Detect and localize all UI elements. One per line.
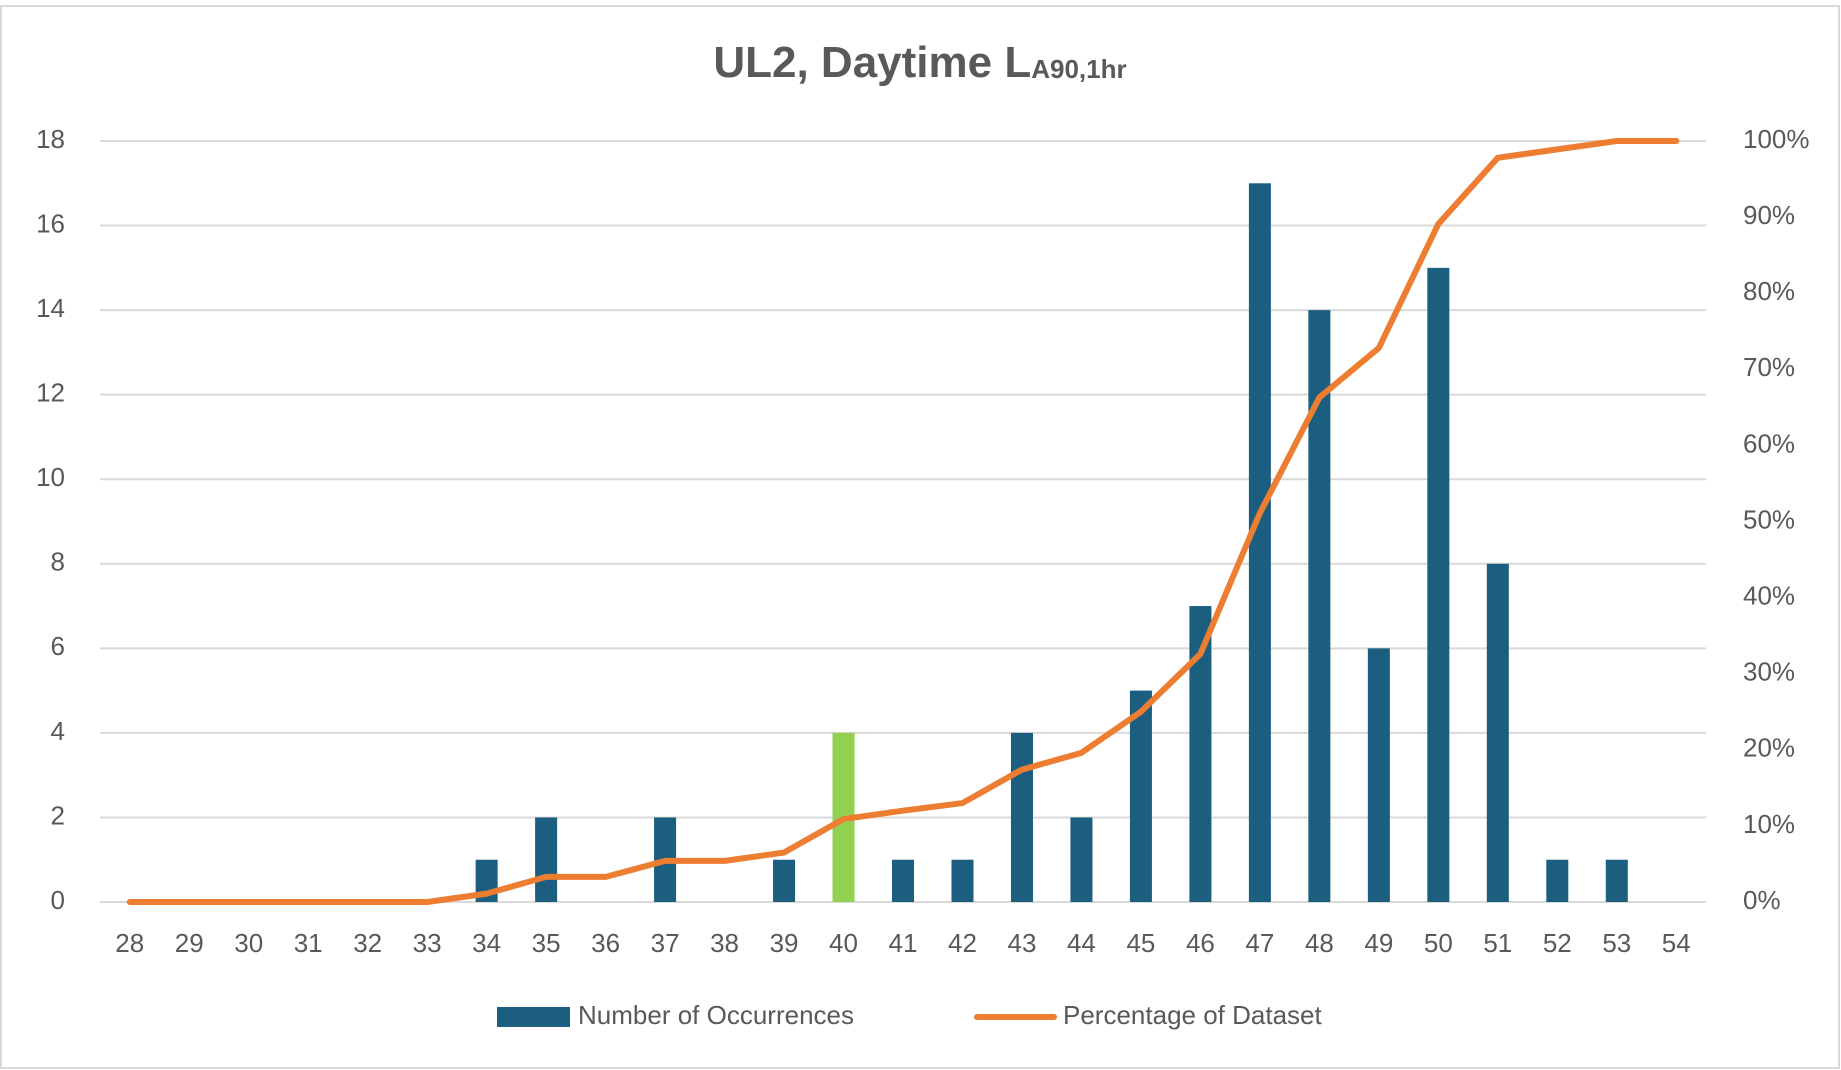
x-tick-label: 52 <box>1543 928 1572 958</box>
y-tick-label: 18 <box>36 124 65 154</box>
x-tick-label: 44 <box>1067 928 1096 958</box>
bar <box>535 817 558 902</box>
title-main: UL2, Daytime L <box>713 38 1031 87</box>
x-tick-label: 30 <box>234 928 263 958</box>
legend-swatch <box>497 1007 570 1027</box>
bar <box>1189 606 1212 902</box>
x-tick-label: 48 <box>1305 928 1334 958</box>
y-tick-label: 6 <box>51 631 65 661</box>
x-tick-label: 29 <box>175 928 204 958</box>
bar <box>1010 732 1033 902</box>
bar <box>891 859 915 902</box>
y2-tick-label: 0% <box>1743 885 1781 915</box>
y2-tick-label: 90% <box>1743 200 1795 230</box>
bar <box>1129 690 1152 902</box>
x-tick-label: 33 <box>413 928 442 958</box>
x-tick-label: 32 <box>353 928 382 958</box>
y2-tick-label: 10% <box>1743 809 1795 839</box>
bar <box>1546 859 1569 902</box>
x-tick-label: 39 <box>770 928 799 958</box>
x-tick-label: 51 <box>1483 928 1512 958</box>
y2-tick-label: 60% <box>1743 428 1795 458</box>
bar <box>1308 310 1331 903</box>
x-tick-label: 45 <box>1126 928 1155 958</box>
y2-tick-label: 70% <box>1743 352 1795 382</box>
y-tick-label: 14 <box>36 293 65 323</box>
x-tick-label: 43 <box>1008 928 1037 958</box>
x-tick-label: 41 <box>889 928 918 958</box>
x-tick-label: 42 <box>948 928 977 958</box>
y-tick-label: 12 <box>36 378 65 408</box>
x-tick-label: 40 <box>829 928 858 958</box>
y-tick-label: 0 <box>51 885 65 915</box>
x-tick-label: 36 <box>591 928 620 958</box>
bar <box>1486 563 1509 902</box>
y-tick-label: 2 <box>51 800 65 830</box>
x-tick-label: 50 <box>1424 928 1453 958</box>
bar <box>1248 183 1271 902</box>
chart-title: UL2, Daytime LA90,1hr <box>713 38 1126 87</box>
line <box>126 138 1680 905</box>
x-tick-label: 28 <box>115 928 144 958</box>
y-tick-label: 10 <box>36 462 65 492</box>
marks <box>126 138 1680 905</box>
x-tick-label: 53 <box>1602 928 1631 958</box>
legend-label: Percentage of Dataset <box>1063 1000 1322 1030</box>
x-tick-label: 49 <box>1364 928 1393 958</box>
title-subscript: A90,1hr <box>1031 54 1126 84</box>
y2-tick-label: 20% <box>1743 733 1795 763</box>
x-tick-label: 35 <box>532 928 561 958</box>
x-tick-label: 46 <box>1186 928 1215 958</box>
y-tick-label: 16 <box>36 208 65 238</box>
bar <box>1367 648 1390 902</box>
x-tick-label: 54 <box>1662 928 1691 958</box>
bar <box>1605 859 1628 902</box>
x-tick-label: 47 <box>1245 928 1274 958</box>
bar <box>1070 817 1093 902</box>
y2-tick-label: 100% <box>1743 124 1810 154</box>
chart-border <box>0 5 1840 1069</box>
x-tick-label: 31 <box>294 928 323 958</box>
bar <box>1427 267 1450 902</box>
x-tick-label: 38 <box>710 928 739 958</box>
bar <box>773 859 796 902</box>
y2-tick-label: 50% <box>1743 504 1795 534</box>
y-tick-label: 4 <box>51 716 65 746</box>
y2-tick-label: 40% <box>1743 580 1795 610</box>
y2-tick-label: 80% <box>1743 276 1795 306</box>
y2-tick-label: 30% <box>1743 657 1795 687</box>
x-tick-label: 34 <box>472 928 501 958</box>
bar <box>951 859 974 902</box>
legend-label: Number of Occurrences <box>578 1000 854 1030</box>
y-tick-label: 8 <box>51 547 65 577</box>
x-tick-label: 37 <box>651 928 680 958</box>
